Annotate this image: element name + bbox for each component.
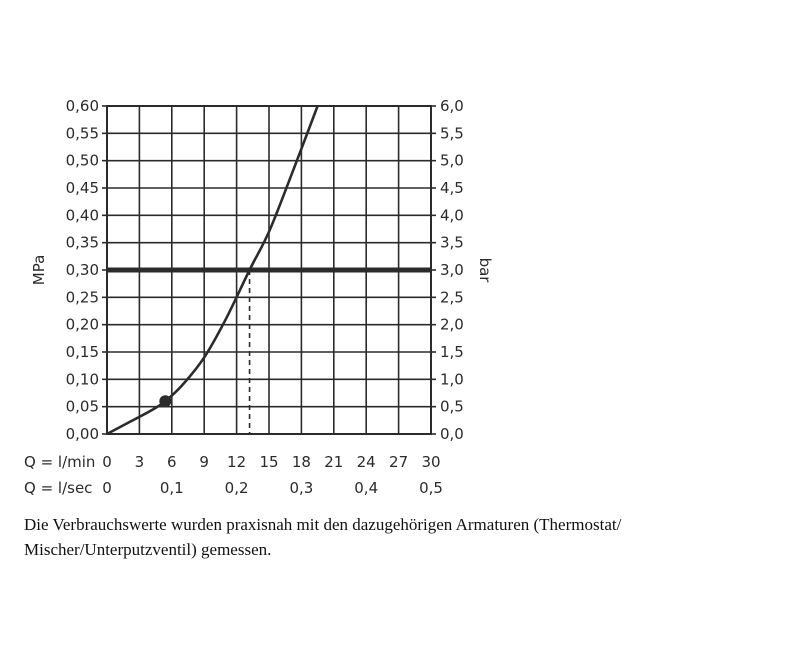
x-tick-lmin-label: 30 <box>421 453 440 471</box>
x-tick-lmin-label: 3 <box>135 453 145 471</box>
y-tick-right-label: 5,5 <box>440 124 464 142</box>
x-axis-lsec-ticks: 0 0,1 0,2 0,3 0,4 0,5 <box>102 479 443 497</box>
y-tick-right-label: 1,0 <box>440 370 464 388</box>
y-tick-right-label: 6,0 <box>440 97 464 115</box>
flow-pressure-chart: 0,000,050,100,150,200,250,300,350,400,45… <box>24 97 494 497</box>
y-tick-right-label: 4,0 <box>440 206 464 224</box>
x-axis-lmin-ticks: 0 3 6 9 12 15 18 21 24 27 30 <box>102 453 440 471</box>
x-tick-lmin-label: 24 <box>357 453 376 471</box>
y-axis-left-ticks: 0,00 0,05 0,10 0,15 0,20 0,25 0,30 0,35 0,40 0,45… <box>66 97 99 443</box>
y-tick-left-label: 0,45 <box>66 179 99 197</box>
y-tick-right-label: 2,5 <box>440 288 464 306</box>
y-tick-left-label: 0,50 <box>66 152 99 170</box>
x-tick-lsec-label: 0,5 <box>419 479 443 497</box>
x-tick-lmin-label: 27 <box>389 453 408 471</box>
x-tick-lmin-label: 0 <box>102 453 112 471</box>
y-tick-right-label: 1,5 <box>440 343 464 361</box>
y-tick-left-label: 0,55 <box>66 124 99 142</box>
y-tick-left-label: 0,30 <box>66 261 99 279</box>
y-tick-right-label: 4,5 <box>440 179 464 197</box>
y-tick-left-label: 0,10 <box>66 370 99 388</box>
y-tick-right-label: 5,0 <box>440 152 464 170</box>
caption: Die Verbrauchswerte wurden praxisnah mit… <box>24 512 744 562</box>
x-tick-lmin-label: 6 <box>167 453 177 471</box>
x-tick-lsec-label: 0,4 <box>354 479 378 497</box>
y-tick-left-label: 0,35 <box>66 234 99 252</box>
x-tick-lsec-label: 0,2 <box>225 479 249 497</box>
y-tick-left-label: 0,40 <box>66 206 99 224</box>
curve-marker-point <box>159 395 172 408</box>
y-tick-left-label: 0,25 <box>66 288 99 306</box>
y-tick-left-label: 0,05 <box>66 398 99 416</box>
x-tick-lmin-label: 18 <box>292 453 311 471</box>
y-tick-left-label: 0,15 <box>66 343 99 361</box>
y-tick-right-label: 3,5 <box>440 234 464 252</box>
x-tick-lsec-label: 0,1 <box>160 479 184 497</box>
y-axis-right-label: bar <box>476 258 494 284</box>
x-tick-lsec-label: 0 <box>102 479 112 497</box>
y-tick-left-label: 0,20 <box>66 316 99 334</box>
y-tick-left-label: 0,60 <box>66 97 99 115</box>
x-tick-lmin-label: 9 <box>199 453 209 471</box>
x-axis-lmin-label: Q = l/min <box>24 453 95 471</box>
y-tick-right-label: 0,0 <box>440 425 464 443</box>
y-tick-right-label: 2,0 <box>440 316 464 334</box>
plot-frame <box>106 105 432 435</box>
caption-line-2: Mischer/Unterputzventil) gemessen. <box>24 540 272 559</box>
x-tick-lmin-label: 15 <box>259 453 278 471</box>
y-tick-right-label: 0,5 <box>440 398 464 416</box>
y-axis-left-label: MPa <box>30 255 48 286</box>
y-axis-right-ticks: 0,0 0,5 1,0 1,5 2,0 2,5 3,0 3,5 4,0 4,5 5,0 5,5 6,0 <box>440 97 464 443</box>
x-tick-lsec-label: 0,3 <box>289 479 313 497</box>
flow-curve <box>106 105 319 436</box>
y-tick-right-label: 3,0 <box>440 261 464 279</box>
x-tick-lmin-label: 12 <box>227 453 246 471</box>
x-axis-lsec-label: Q = l/sec <box>24 479 92 497</box>
x-tick-lmin-label: 21 <box>324 453 343 471</box>
caption-line-1: Die Verbrauchswerte wurden praxisnah mit… <box>24 515 622 534</box>
y-tick-left-label: 0,00 <box>66 425 99 443</box>
